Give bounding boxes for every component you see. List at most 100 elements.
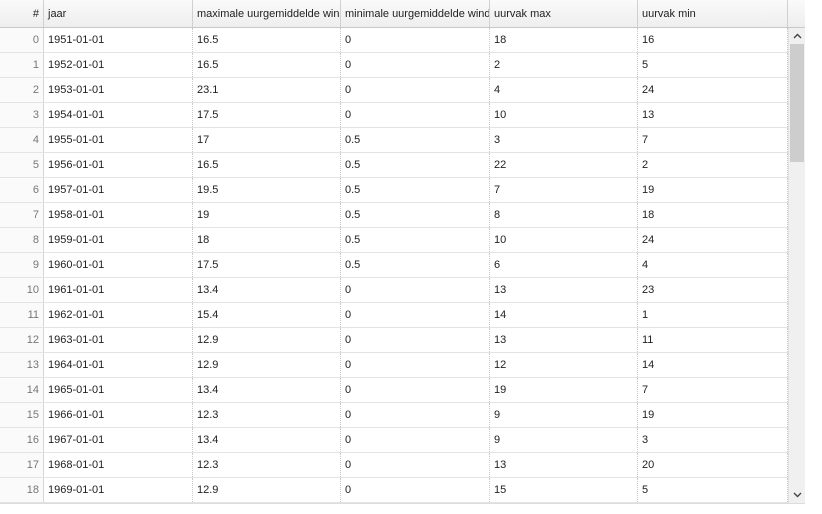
cell-min-windsnelheid[interactable]: 0: [341, 303, 490, 327]
cell-jaar[interactable]: 1966-01-01: [44, 403, 193, 427]
cell-uurvak-max[interactable]: 13: [490, 328, 638, 352]
cell-uurvak-max[interactable]: 9: [490, 403, 638, 427]
cell-max-windsnelheid[interactable]: 16.5: [193, 153, 341, 177]
cell-max-windsnelheid[interactable]: 19: [193, 203, 341, 227]
cell-min-windsnelheid[interactable]: 0.5: [341, 128, 490, 152]
cell-uurvak-max[interactable]: 14: [490, 303, 638, 327]
cell-min-windsnelheid[interactable]: 0: [341, 478, 490, 502]
cell-max-windsnelheid[interactable]: 13.4: [193, 428, 341, 452]
table-row[interactable]: 5 1956-01-01 16.5 0.5 22 2: [0, 153, 788, 178]
table-row[interactable]: 8 1959-01-01 18 0.5 10 24: [0, 228, 788, 253]
cell-max-windsnelheid[interactable]: 15.4: [193, 303, 341, 327]
table-row[interactable]: 9 1960-01-01 17.5 0.5 6 4: [0, 253, 788, 278]
cell-min-windsnelheid[interactable]: 0: [341, 28, 490, 52]
cell-uurvak-min[interactable]: 3: [638, 428, 788, 452]
cell-min-windsnelheid[interactable]: 0: [341, 278, 490, 302]
cell-uurvak-min[interactable]: 24: [638, 228, 788, 252]
table-row[interactable]: 7 1958-01-01 19 0.5 8 18: [0, 203, 788, 228]
cell-uurvak-max[interactable]: 8: [490, 203, 638, 227]
cell-uurvak-min[interactable]: 23: [638, 278, 788, 302]
cell-jaar[interactable]: 1957-01-01: [44, 178, 193, 202]
cell-jaar[interactable]: 1965-01-01: [44, 378, 193, 402]
column-header-max-windsnelheid[interactable]: maximale uurgemiddelde windsnelheid: [193, 0, 341, 27]
cell-uurvak-min[interactable]: 7: [638, 378, 788, 402]
cell-uurvak-max[interactable]: 3: [490, 128, 638, 152]
cell-uurvak-min[interactable]: 19: [638, 178, 788, 202]
cell-max-windsnelheid[interactable]: 12.3: [193, 403, 341, 427]
cell-uurvak-min[interactable]: 1: [638, 303, 788, 327]
cell-max-windsnelheid[interactable]: 17.5: [193, 253, 341, 277]
cell-max-windsnelheid[interactable]: 16.5: [193, 28, 341, 52]
cell-jaar[interactable]: 1959-01-01: [44, 228, 193, 252]
table-row[interactable]: 16 1967-01-01 13.4 0 9 3: [0, 428, 788, 453]
cell-uurvak-min[interactable]: 16: [638, 28, 788, 52]
cell-jaar[interactable]: 1953-01-01: [44, 78, 193, 102]
cell-max-windsnelheid[interactable]: 13.4: [193, 378, 341, 402]
cell-min-windsnelheid[interactable]: 0: [341, 53, 490, 77]
cell-min-windsnelheid[interactable]: 0: [341, 453, 490, 477]
cell-uurvak-max[interactable]: 19: [490, 378, 638, 402]
cell-max-windsnelheid[interactable]: 12.9: [193, 478, 341, 502]
table-row[interactable]: 18 1969-01-01 12.9 0 15 5: [0, 478, 788, 503]
cell-uurvak-max[interactable]: 6: [490, 253, 638, 277]
cell-min-windsnelheid[interactable]: 0.5: [341, 153, 490, 177]
cell-uurvak-min[interactable]: 5: [638, 53, 788, 77]
cell-jaar[interactable]: 1961-01-01: [44, 278, 193, 302]
cell-max-windsnelheid[interactable]: 12.9: [193, 328, 341, 352]
cell-min-windsnelheid[interactable]: 0.5: [341, 203, 490, 227]
table-row[interactable]: 12 1963-01-01 12.9 0 13 11: [0, 328, 788, 353]
cell-uurvak-min[interactable]: 4: [638, 253, 788, 277]
table-row[interactable]: 11 1962-01-01 15.4 0 14 1: [0, 303, 788, 328]
table-row[interactable]: 14 1965-01-01 13.4 0 19 7: [0, 378, 788, 403]
cell-uurvak-min[interactable]: 5: [638, 478, 788, 502]
cell-min-windsnelheid[interactable]: 0.5: [341, 228, 490, 252]
cell-uurvak-min[interactable]: 18: [638, 203, 788, 227]
cell-uurvak-min[interactable]: 14: [638, 353, 788, 377]
column-header-min-windsnelheid[interactable]: minimale uurgemiddelde windsnelheid: [341, 0, 490, 27]
cell-min-windsnelheid[interactable]: 0: [341, 328, 490, 352]
column-header-jaar[interactable]: jaar: [44, 0, 193, 27]
cell-min-windsnelheid[interactable]: 0: [341, 428, 490, 452]
cell-jaar[interactable]: 1951-01-01: [44, 28, 193, 52]
cell-min-windsnelheid[interactable]: 0: [341, 103, 490, 127]
table-row[interactable]: 1 1952-01-01 16.5 0 2 5: [0, 53, 788, 78]
cell-min-windsnelheid[interactable]: 0: [341, 378, 490, 402]
cell-uurvak-max[interactable]: 9: [490, 428, 638, 452]
table-row[interactable]: 17 1968-01-01 12.3 0 13 20: [0, 453, 788, 478]
scroll-down-button[interactable]: [789, 487, 805, 503]
cell-uurvak-max[interactable]: 7: [490, 178, 638, 202]
cell-max-windsnelheid[interactable]: 13.4: [193, 278, 341, 302]
cell-max-windsnelheid[interactable]: 17: [193, 128, 341, 152]
column-header-row-index[interactable]: #: [0, 0, 44, 27]
cell-uurvak-min[interactable]: 11: [638, 328, 788, 352]
cell-jaar[interactable]: 1960-01-01: [44, 253, 193, 277]
cell-uurvak-max[interactable]: 10: [490, 228, 638, 252]
table-row[interactable]: 13 1964-01-01 12.9 0 12 14: [0, 353, 788, 378]
cell-uurvak-max[interactable]: 13: [490, 453, 638, 477]
scrollbar-thumb[interactable]: [790, 44, 804, 162]
cell-max-windsnelheid[interactable]: 12.9: [193, 353, 341, 377]
cell-max-windsnelheid[interactable]: 19.5: [193, 178, 341, 202]
cell-uurvak-max[interactable]: 10: [490, 103, 638, 127]
cell-min-windsnelheid[interactable]: 0.5: [341, 178, 490, 202]
cell-jaar[interactable]: 1962-01-01: [44, 303, 193, 327]
cell-jaar[interactable]: 1952-01-01: [44, 53, 193, 77]
cell-jaar[interactable]: 1964-01-01: [44, 353, 193, 377]
table-row[interactable]: 10 1961-01-01 13.4 0 13 23: [0, 278, 788, 303]
cell-jaar[interactable]: 1954-01-01: [44, 103, 193, 127]
vertical-scrollbar[interactable]: [788, 28, 805, 504]
column-header-uurvak-max[interactable]: uurvak max: [490, 0, 638, 27]
cell-uurvak-max[interactable]: 4: [490, 78, 638, 102]
table-row[interactable]: 15 1966-01-01 12.3 0 9 19: [0, 403, 788, 428]
cell-min-windsnelheid[interactable]: 0: [341, 353, 490, 377]
cell-max-windsnelheid[interactable]: 12.3: [193, 453, 341, 477]
cell-uurvak-max[interactable]: 2: [490, 53, 638, 77]
cell-uurvak-max[interactable]: 15: [490, 478, 638, 502]
cell-uurvak-max[interactable]: 18: [490, 28, 638, 52]
cell-uurvak-min[interactable]: 20: [638, 453, 788, 477]
cell-uurvak-min[interactable]: 24: [638, 78, 788, 102]
cell-uurvak-max[interactable]: 12: [490, 353, 638, 377]
scroll-up-button[interactable]: [789, 28, 805, 44]
cell-jaar[interactable]: 1956-01-01: [44, 153, 193, 177]
cell-jaar[interactable]: 1969-01-01: [44, 478, 193, 502]
